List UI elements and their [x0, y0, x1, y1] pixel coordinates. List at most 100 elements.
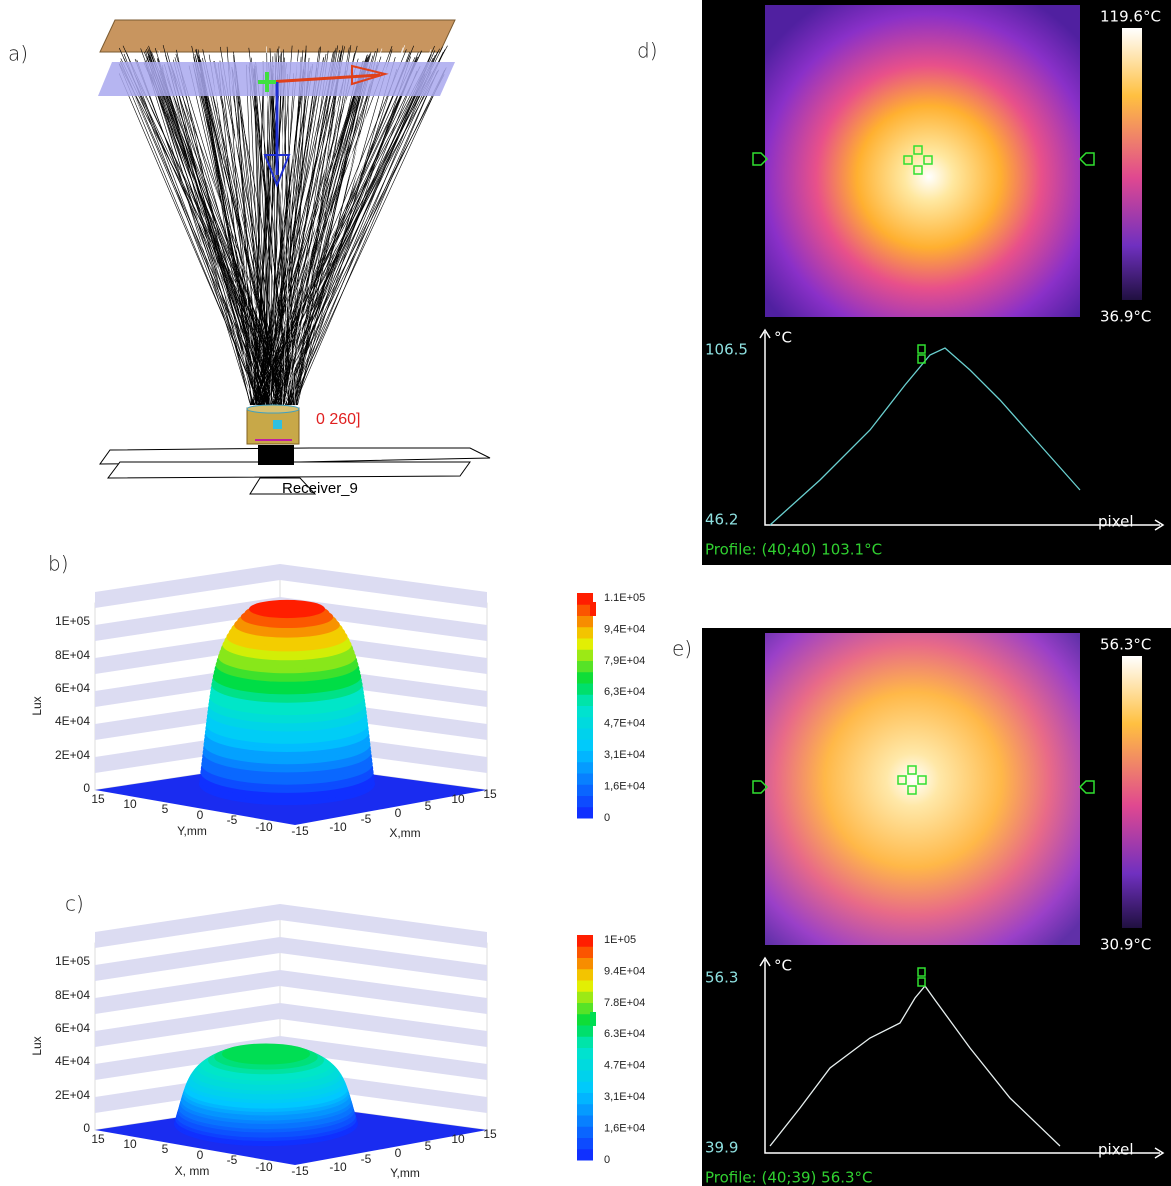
left-tick-label: -5	[227, 813, 238, 827]
left-tick-label: -15	[291, 1164, 309, 1178]
ray	[263, 49, 307, 406]
ray	[290, 67, 447, 406]
colorbar-cell	[577, 1081, 593, 1093]
ray	[122, 45, 289, 406]
profile-marker	[917, 344, 926, 354]
wall-band	[280, 970, 487, 1014]
colorbar-cell	[577, 671, 593, 684]
z-tick-label: 4E+04	[55, 1054, 90, 1068]
readout: Profile: (40;40) 103.1°C	[705, 541, 882, 559]
ray	[297, 48, 379, 406]
colorbar-cell	[577, 660, 593, 673]
right-tick-label: 10	[451, 792, 465, 806]
scale-max: 56.3°C	[1100, 636, 1151, 654]
crosshair	[907, 765, 917, 775]
colorbar-cell	[577, 1137, 593, 1150]
ray	[290, 49, 393, 406]
z-tick-label: 6E+04	[55, 1021, 90, 1035]
ray	[249, 62, 264, 406]
colorbar-tick-label: 9,4E+04	[604, 623, 645, 635]
ray	[286, 67, 353, 406]
receiver-base	[249, 477, 317, 495]
ray	[284, 72, 343, 406]
ray	[275, 52, 419, 406]
z-tick-label: 0	[83, 1121, 90, 1135]
ray	[292, 51, 438, 406]
receiver-plane	[106, 461, 471, 479]
ray	[252, 71, 341, 406]
z-tick-label: 4E+04	[55, 714, 90, 728]
ray	[270, 56, 274, 406]
colorbar-cell	[577, 750, 593, 763]
left-tick-label: 0	[197, 1148, 204, 1162]
panel-label: b)	[48, 552, 69, 576]
ray	[258, 70, 306, 406]
cylinder-top	[246, 404, 300, 414]
thermal-image	[765, 633, 1080, 945]
wall-band	[280, 564, 487, 608]
colorbar-tick-label: 7.8E+04	[604, 997, 645, 1009]
colorbar-cell	[577, 946, 593, 958]
axes	[764, 960, 1160, 1154]
colorbar-tick-label: 1,6E+04	[604, 780, 645, 792]
left-tick-label: 15	[91, 792, 105, 806]
scale-max: 119.6°C	[1100, 8, 1161, 26]
right-tick-label: -10	[329, 820, 347, 834]
wall-band	[95, 1003, 280, 1047]
colorbar-cell	[577, 1025, 593, 1037]
wall-band	[280, 597, 487, 641]
colorbar-cell	[577, 1126, 593, 1138]
ray	[266, 70, 310, 406]
colorbar-cell	[577, 935, 593, 947]
z-tick-label: 1E+05	[55, 954, 90, 968]
colorbar-cell	[577, 773, 593, 785]
z-axis-title: Lux	[30, 696, 44, 715]
colorbar-cell	[577, 649, 593, 661]
y-unit: °C	[774, 957, 792, 975]
marker	[1078, 152, 1095, 166]
colorbar-tick-label: 7,9E+04	[604, 655, 645, 667]
ray	[202, 49, 281, 406]
colorbar-tick-label: 9.4E+04	[604, 965, 645, 977]
z-axis-title: Lux	[30, 1036, 44, 1055]
colorbar-tick-label: 3,1E+04	[604, 749, 645, 761]
ray	[272, 74, 445, 406]
colorbar-cell	[577, 1013, 593, 1026]
colorbar-tick-label: 6,3E+04	[604, 686, 645, 698]
ray	[174, 57, 274, 406]
colorbar-cell	[577, 957, 593, 970]
scale-min: 30.9°C	[1100, 936, 1151, 954]
ray	[150, 72, 288, 406]
colorbar-cell	[577, 968, 593, 981]
colorbar-tick-label: 0	[604, 1154, 610, 1166]
z-tick-label: 2E+04	[55, 1088, 90, 1102]
ray	[270, 50, 436, 406]
z-tick-label: 1E+05	[55, 614, 90, 628]
profile-min: 46.2	[705, 511, 738, 529]
ray	[149, 74, 281, 406]
ray	[250, 55, 368, 406]
ray	[277, 68, 369, 406]
ray	[136, 59, 263, 406]
right-tick-label: 0	[395, 1146, 402, 1160]
marker	[752, 780, 769, 794]
ray	[254, 54, 368, 406]
ray	[172, 59, 264, 406]
colorbar-marker	[590, 602, 596, 616]
right-axis-title: Y,mm	[390, 1166, 420, 1180]
right-tick-label: 5	[425, 1139, 432, 1153]
colorbar	[1122, 28, 1142, 300]
wall-band	[280, 904, 487, 948]
colorbar-cell	[577, 1070, 593, 1082]
colorbar-cell	[577, 716, 593, 729]
axis-arrow	[267, 73, 381, 84]
colorbar-cell	[577, 795, 593, 808]
ray	[233, 51, 276, 406]
colorbar-cell	[577, 784, 593, 796]
ray	[233, 54, 260, 406]
right-tick-label: -10	[329, 1160, 347, 1174]
axis-arrow	[351, 64, 389, 86]
annotation: 0 260]	[316, 411, 360, 428]
colorbar-cell	[577, 1036, 593, 1048]
